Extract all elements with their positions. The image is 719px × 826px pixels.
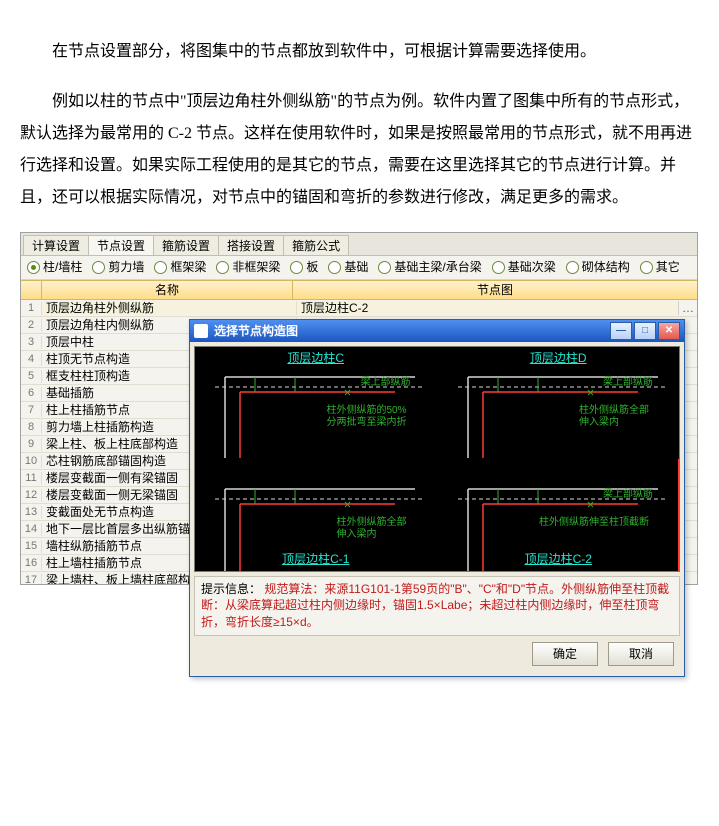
tabstrip: 计算设置节点设置箍筋设置搭接设置箍筋公式 <box>21 233 697 256</box>
radio-icon <box>492 261 505 274</box>
thumb-2[interactable]: 顶层边柱C-1 柱外侧纵筋全部伸入梁内 <box>195 459 437 570</box>
thumb-anno: 柱外侧纵筋的50%分两批弯至梁内折 <box>326 405 406 429</box>
radio-icon <box>566 261 579 274</box>
filter-label: 非框架梁 <box>232 260 280 274</box>
radio-icon <box>378 261 391 274</box>
filter-bar: 柱/墙柱 剪力墙 框架梁 非框架梁 板 基础 基础主梁/承台梁 基础次梁 砌体结构 其它 <box>21 256 697 279</box>
filter-label: 基础 <box>344 260 368 274</box>
dialog-titlebar: 选择节点构造图 — □ ✕ <box>190 320 684 342</box>
thumb-label: 顶层边柱C <box>287 351 344 365</box>
col-name: 名称 <box>42 281 293 299</box>
radio-icon <box>328 261 341 274</box>
app-window: 计算设置节点设置箍筋设置搭接设置箍筋公式 柱/墙柱 剪力墙 框架梁 非框架梁 板 基础 基础… <box>20 232 698 585</box>
row-num: 9 <box>21 438 42 451</box>
row-num: 6 <box>21 387 42 400</box>
tip-box: 提示信息： 规范算法：来源11G101-1第59页的"B"、"C"和"D"节点。… <box>194 576 680 636</box>
filter-7[interactable]: 基础次梁 <box>492 260 556 274</box>
row-num: 3 <box>21 336 42 349</box>
col-img: 节点图 <box>293 281 697 299</box>
radio-icon <box>290 261 303 274</box>
radio-icon <box>640 261 653 274</box>
cancel-button[interactable]: 取消 <box>608 642 674 666</box>
tab-2[interactable]: 箍筋设置 <box>153 235 219 255</box>
thumb-3[interactable]: 顶层边柱C-2 梁上部纵筋柱外侧纵筋伸至柱顶截断 <box>438 459 680 570</box>
ok-button[interactable]: 确定 <box>532 642 598 666</box>
filter-label: 剪力墙 <box>108 260 144 274</box>
thumbnails: 顶层边柱C梁上部纵筋柱外侧纵筋的50%分两批弯至梁内折 顶层边柱D梁上部纵筋柱外… <box>194 346 680 572</box>
filter-8[interactable]: 砌体结构 <box>566 260 630 274</box>
tip-title: 提示信息 <box>201 582 249 596</box>
row-num: 17 <box>21 574 42 585</box>
filter-label: 框架梁 <box>170 260 206 274</box>
tab-3[interactable]: 搭接设置 <box>218 235 284 255</box>
radio-icon <box>27 261 40 274</box>
filter-0[interactable]: 柱/墙柱 <box>27 260 82 274</box>
minimize-button[interactable]: — <box>610 322 632 340</box>
filter-label: 砌体结构 <box>582 260 630 274</box>
row-name: 顶层边角柱外侧纵筋 <box>42 301 297 315</box>
row-num: 1 <box>21 302 42 315</box>
grid-header: 名称 节点图 <box>21 280 697 300</box>
thumb-label: 顶层边柱C-2 <box>525 552 592 566</box>
row-num: 14 <box>21 523 42 536</box>
filter-label: 柱/墙柱 <box>43 260 82 274</box>
dialog-title: 选择节点构造图 <box>214 324 298 338</box>
node-dialog: 选择节点构造图 — □ ✕ 顶层边柱C梁上部纵筋柱外侧纵筋的50%分两批弯至梁内… <box>189 319 685 677</box>
radio-icon <box>92 261 105 274</box>
row-num: 8 <box>21 421 42 434</box>
thumb-label: 顶层边柱C-1 <box>282 552 349 566</box>
row-num: 13 <box>21 506 42 519</box>
row-num: 4 <box>21 353 42 366</box>
row-num: 11 <box>21 472 42 485</box>
filter-4[interactable]: 板 <box>290 260 318 274</box>
row-num: 7 <box>21 404 42 417</box>
thumb-anno: 柱外侧纵筋全部伸入梁内 <box>579 405 649 429</box>
thumb-anno: 梁上部纵筋 <box>361 377 411 389</box>
tip-body: 规范算法：来源11G101-1第59页的"B"、"C"和"D"节点。外侧纵筋伸至… <box>201 582 669 630</box>
filter-label: 基础次梁 <box>508 260 556 274</box>
row-num: 12 <box>21 489 42 502</box>
table-row[interactable]: 1顶层边角柱外侧纵筋顶层边柱C-2… <box>21 300 697 317</box>
row-num: 10 <box>21 455 42 468</box>
thumb-label: 顶层边柱D <box>530 351 587 365</box>
row-num: 2 <box>21 319 42 332</box>
tab-4[interactable]: 箍筋公式 <box>283 235 349 255</box>
thumb-anno: 柱外侧纵筋全部伸入梁内 <box>337 517 407 541</box>
thumb-anno: 梁上部纵筋 <box>603 489 653 501</box>
row-num: 15 <box>21 540 42 553</box>
row-num: 5 <box>21 370 42 383</box>
maximize-button[interactable]: □ <box>634 322 656 340</box>
filter-label: 基础主梁/承台梁 <box>394 260 481 274</box>
filter-5[interactable]: 基础 <box>328 260 368 274</box>
thumb-anno: 柱外侧纵筋伸至柱顶截断 <box>539 517 649 529</box>
thumb-anno: 梁上部纵筋 <box>603 377 653 389</box>
thumb-0[interactable]: 顶层边柱C 梁上部纵筋柱外侧纵筋的50%分两批弯至梁内折 <box>195 347 437 458</box>
filter-2[interactable]: 框架梁 <box>154 260 206 274</box>
paragraph-1: 在节点设置部分，将图集中的节点都放到软件中，可根据计算需要选择使用。 <box>20 36 699 68</box>
filter-label: 板 <box>306 260 318 274</box>
paragraph-2: 例如以柱的节点中"顶层边角柱外侧纵筋"的节点为例。软件内置了图集中所有的节点形式… <box>20 86 699 214</box>
app-icon <box>194 324 208 338</box>
filter-label: 其它 <box>656 260 680 274</box>
close-button[interactable]: ✕ <box>658 322 680 340</box>
filter-9[interactable]: 其它 <box>640 260 680 274</box>
radio-icon <box>154 261 167 274</box>
radio-icon <box>216 261 229 274</box>
thumb-1[interactable]: 顶层边柱D 梁上部纵筋柱外侧纵筋全部伸入梁内 <box>438 347 680 458</box>
row-num: 16 <box>21 557 42 570</box>
filter-6[interactable]: 基础主梁/承台梁 <box>378 260 481 274</box>
open-picker-button[interactable]: … <box>678 301 697 315</box>
filter-3[interactable]: 非框架梁 <box>216 260 280 274</box>
tab-1[interactable]: 节点设置 <box>88 235 154 255</box>
tab-0[interactable]: 计算设置 <box>23 235 89 255</box>
filter-1[interactable]: 剪力墙 <box>92 260 144 274</box>
row-value: 顶层边柱C-2 <box>297 301 678 315</box>
